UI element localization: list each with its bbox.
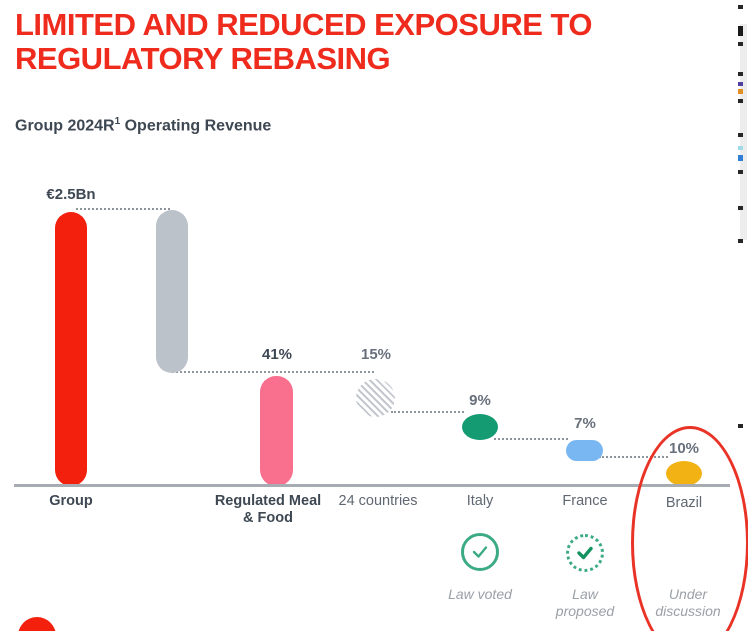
- brazil-highlight-ellipse: [631, 426, 748, 631]
- edge-artifact-mark: [738, 26, 743, 36]
- category-label-italy: Italy: [466, 493, 494, 509]
- edge-artifact-strip: [738, 5, 747, 428]
- edge-artifact-mark: [738, 72, 743, 76]
- chart-subtitle-text: Group 2024R: [15, 117, 115, 135]
- status-law-voted: Law voted: [448, 586, 512, 602]
- footnote-superscript: 1: [114, 116, 121, 127]
- bar-regulated-meal-food: [260, 376, 293, 486]
- value-label-italy: 9%: [469, 392, 491, 409]
- category-label-24-countries: 24 countries: [338, 493, 418, 509]
- connector-france-to-brazil: [599, 456, 668, 458]
- edge-artifact-mark: [738, 133, 743, 137]
- checkmark-icon: [577, 546, 593, 560]
- edge-artifact-mark: [738, 146, 743, 150]
- x-axis-line: [14, 484, 730, 487]
- edge-artifact-mark: [738, 42, 743, 46]
- law-proposed-check-icon: [566, 534, 604, 572]
- edge-artifact-mark: [738, 155, 743, 161]
- connector-bridge-to-regulated: [172, 371, 374, 373]
- chart-subtitle: Group 2024R1 Operating Revenue: [15, 116, 271, 135]
- edge-artifact-mark: [738, 5, 743, 9]
- connector-group-to-bridge: [76, 208, 170, 210]
- value-label-group: €2.5Bn: [46, 186, 96, 203]
- category-label-regulated: Regulated Meal & Food: [214, 493, 322, 526]
- connector-italy-to-france: [494, 438, 568, 440]
- decorative-red-circle: [18, 617, 56, 631]
- chart-subtitle-suffix: Operating Revenue: [120, 117, 272, 135]
- category-label-france: France: [562, 493, 608, 509]
- edge-artifact-mark: [738, 99, 743, 103]
- law-voted-check-icon: [461, 533, 499, 571]
- value-label-france: 7%: [574, 415, 596, 432]
- marker-24-countries-hatched: [356, 379, 395, 417]
- status-law-proposed: Law proposed: [555, 586, 615, 619]
- edge-artifact-mark: [738, 89, 743, 94]
- edge-artifact-mark: [738, 170, 743, 174]
- checkmark-icon: [472, 546, 488, 558]
- category-label-group: Group: [49, 493, 93, 509]
- page-title: LIMITED AND REDUCED EXPOSURE TO REGULATO…: [15, 7, 593, 76]
- marker-italy: [462, 414, 498, 440]
- connector-countries-to-italy: [391, 411, 464, 413]
- marker-france: [566, 440, 603, 461]
- bar-group: [55, 212, 87, 486]
- edge-artifact-mark: [738, 239, 743, 243]
- edge-artifact-mark: [738, 424, 743, 428]
- value-label-regulated: 41%: [261, 346, 293, 363]
- bar-bridge-drop: [156, 210, 188, 373]
- value-label-24-countries: 15%: [360, 346, 392, 363]
- edge-artifact-mark: [738, 206, 743, 210]
- edge-artifact-mark: [738, 82, 743, 86]
